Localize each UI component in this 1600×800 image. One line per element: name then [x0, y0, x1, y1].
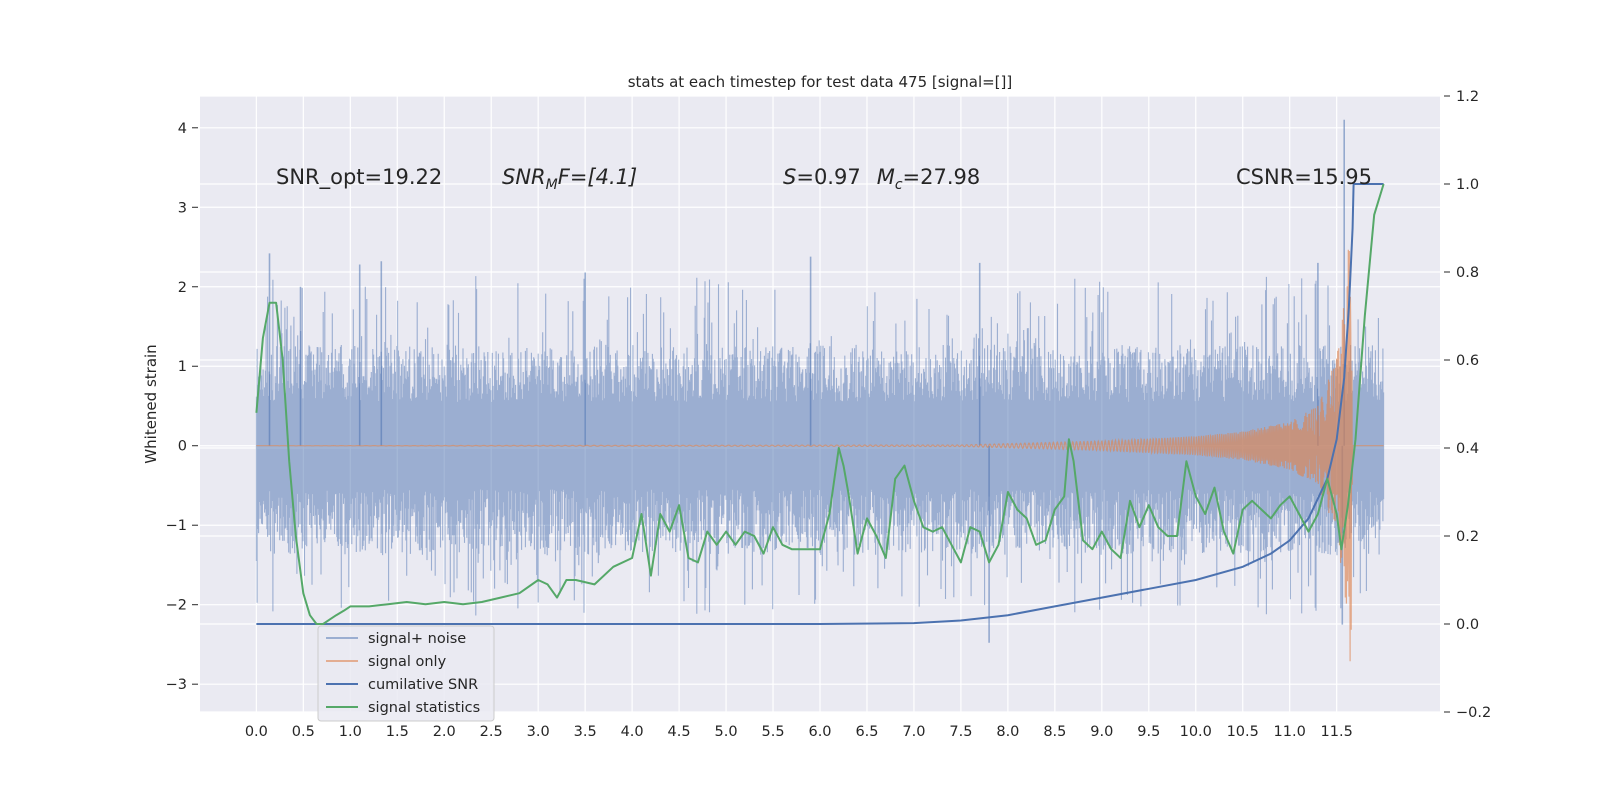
x-tick-label: 0.5: [292, 724, 315, 740]
y-tick-label-left: 3: [178, 200, 187, 216]
y-axis-right-ticks: −0.2 0.0 0.2 0.4 0.6 0.8 1.0 1.2: [1444, 89, 1491, 721]
legend-label: signal+ noise: [368, 631, 466, 647]
y-tick-label-left: −1: [166, 518, 187, 534]
legend-item-cumulative-snr: cumilative SNR: [326, 677, 478, 693]
y-tick-label-right: 0.4: [1456, 441, 1479, 457]
x-axis-ticks: 0.0 0.5 1.0 1.5 2.0 2.5 3.0 3.5 4.0 4.5 5.0 5.5 6.0 6…: [245, 724, 1353, 740]
x-tick-label: 9.0: [1090, 724, 1113, 740]
x-tick-label: 6.0: [808, 724, 831, 740]
y-tick-label-left: −2: [166, 598, 187, 614]
signal-statistics-line: [255, 183, 1385, 625]
legend-item-signal-only: signal only: [326, 654, 447, 670]
cumulative-snr-line: [256, 183, 1384, 625]
legend-label: cumilative SNR: [368, 677, 478, 693]
x-tick-label: 2.5: [480, 724, 503, 740]
y-tick-label-left: 1: [178, 359, 187, 375]
x-tick-label: 11.5: [1321, 724, 1353, 740]
x-tick-label: 1.5: [386, 724, 409, 740]
x-tick-label: 7.5: [949, 724, 972, 740]
x-tick-label: 8.5: [1043, 724, 1066, 740]
x-tick-label: 4.0: [621, 724, 644, 740]
chart-title: stats at each timestep for test data 475…: [628, 73, 1013, 91]
noise-peaks: [268, 119, 1345, 643]
y-tick-label-right: 1.0: [1456, 177, 1479, 193]
x-tick-label: 3.5: [574, 724, 597, 740]
y-axis-label: Whitened strain: [142, 344, 160, 463]
y-tick-label-left: 0: [178, 439, 187, 455]
x-tick-label: 7.0: [902, 724, 925, 740]
y-tick-label-left: 2: [178, 280, 187, 296]
signal-statistics-series: [255, 183, 1385, 625]
y-tick-label-right: 0.2: [1456, 529, 1479, 545]
y-tick-label-left: −3: [166, 677, 187, 693]
y-tick-label-left: 4: [178, 121, 187, 137]
legend: signal+ noise signal only cumilative SNR…: [317, 625, 495, 722]
signal-only-line: [256, 249, 1384, 662]
y-tick-label-right: 0.6: [1456, 353, 1479, 369]
legend-label: signal statistics: [368, 700, 480, 716]
x-tick-label: 10.0: [1180, 724, 1212, 740]
legend-box: [317, 625, 495, 722]
annotation-s-mc: S=0.97 Mc=27.98: [783, 165, 980, 193]
legend-item-signal-noise: signal+ noise: [326, 631, 466, 647]
cumulative-snr-series: [256, 183, 1384, 625]
x-tick-label: 11.0: [1274, 724, 1306, 740]
x-tick-label: 2.0: [433, 724, 456, 740]
y-axis-left-ticks: −3 −2 −1 0 1 2 3 4: [166, 121, 198, 693]
y-tick-label-right: 0.0: [1456, 617, 1479, 633]
legend-label: signal only: [368, 654, 447, 670]
x-tick-label: 10.5: [1227, 724, 1259, 740]
x-tick-label: 8.0: [996, 724, 1019, 740]
annotation-snr-opt: SNR_opt=19.22: [276, 165, 442, 190]
y-tick-label-right: 1.2: [1456, 89, 1479, 105]
x-tick-label: 1.0: [339, 724, 362, 740]
x-tick-label: 0.0: [245, 724, 268, 740]
x-tick-label: 9.5: [1137, 724, 1160, 740]
x-tick-label: 3.0: [527, 724, 550, 740]
signal-only-series: [256, 249, 1384, 662]
annotation-snr-mf: SNRMF=[4.1]: [502, 165, 637, 193]
y-tick-label-right: −0.2: [1456, 705, 1491, 721]
x-tick-label: 6.5: [855, 724, 878, 740]
legend-item-signal-statistics: signal statistics: [326, 700, 480, 716]
x-tick-label: 5.5: [761, 724, 784, 740]
x-tick-label: 4.5: [668, 724, 691, 740]
annotation-csnr: CSNR=15.95: [1236, 165, 1372, 189]
x-tick-label: 5.0: [715, 724, 738, 740]
y-tick-label-right: 0.8: [1456, 265, 1479, 281]
